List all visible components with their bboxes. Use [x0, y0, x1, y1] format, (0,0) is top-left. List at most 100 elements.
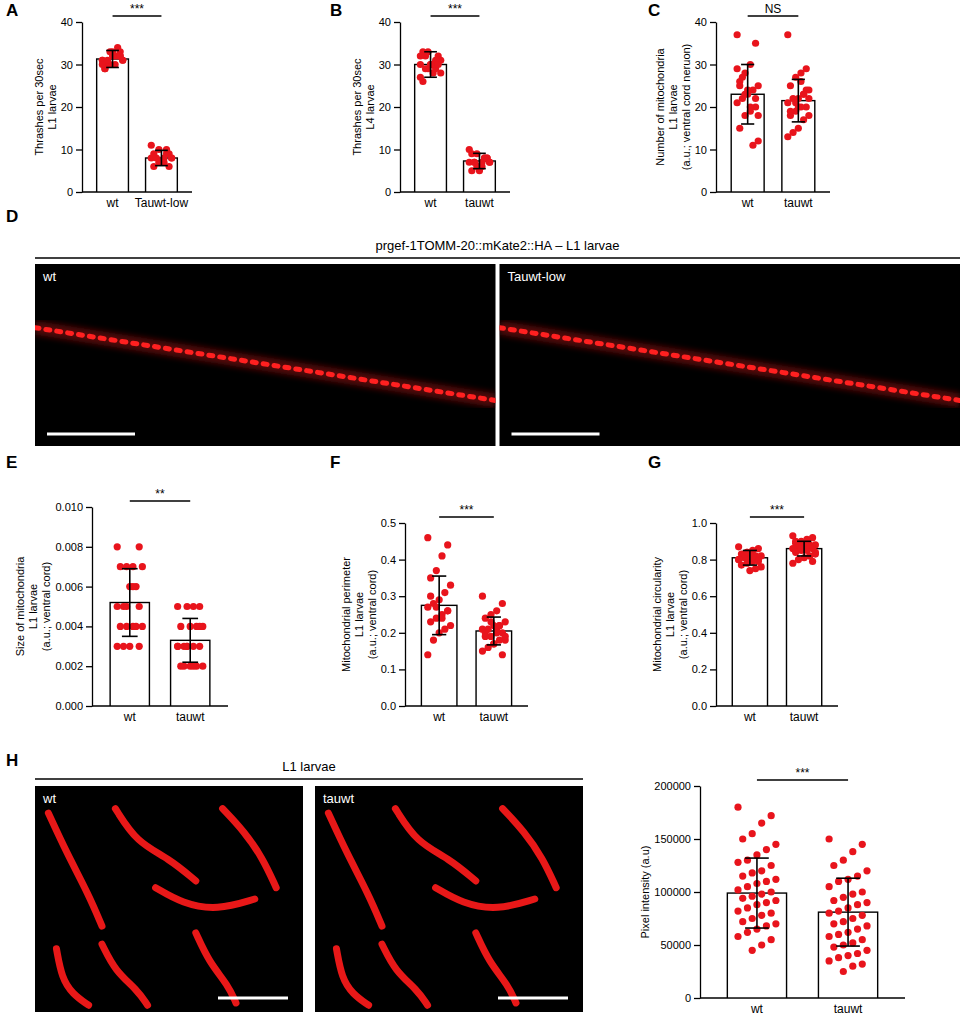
y-tick-label: 50000: [660, 939, 691, 951]
x-tick-label: tauwt: [784, 196, 813, 210]
y-tick-label: 0: [701, 186, 707, 198]
data-point: [744, 904, 751, 911]
y-axis-title: Mitochondrial circularity: [651, 557, 663, 672]
y-tick-mark: [399, 559, 405, 560]
y-tick-label: 0.0: [692, 700, 707, 712]
y-tick-mark: [710, 107, 716, 108]
y-axis-title: Size of mitochondria: [14, 556, 26, 657]
data-point: [114, 543, 121, 550]
y-tick-label: 20: [61, 101, 73, 113]
data-point: [117, 623, 124, 630]
error-bar: [112, 50, 114, 67]
y-tick-mark: [76, 107, 82, 108]
data-point: [739, 895, 746, 902]
data-point: [826, 835, 833, 842]
data-point: [148, 142, 155, 149]
data-point: [863, 867, 870, 874]
bar: [415, 65, 447, 193]
error-cap: [473, 168, 486, 170]
data-point: [835, 954, 842, 961]
error-cap: [432, 634, 446, 636]
data-point: [755, 558, 762, 565]
data-point: [739, 74, 746, 81]
y-tick: 0.4: [381, 554, 405, 566]
data-point: [734, 907, 741, 914]
worm: [382, 944, 428, 1005]
y-axis-title: L4 larvae: [364, 84, 376, 129]
panel-letter: G: [648, 453, 661, 472]
error-bar: [803, 541, 805, 556]
y-tick-mark: [394, 107, 400, 108]
data-point: [840, 968, 847, 975]
cord-glow: [500, 328, 961, 401]
y-tick-label: 1.0: [692, 517, 707, 529]
y-axis: 0.0000.0020.0040.0060.0080.010: [55, 501, 92, 712]
data-point: [482, 629, 489, 636]
worm: [223, 809, 277, 888]
data-point: [136, 643, 143, 650]
error-cap: [797, 555, 811, 557]
data-point: [735, 556, 742, 563]
y-axis: 050000100000150000200000: [654, 780, 700, 1004]
data-point: [444, 607, 451, 614]
data-point: [826, 883, 833, 890]
data-point: [830, 862, 837, 869]
panel-letter: A: [6, 1, 18, 20]
y-tick: 20: [695, 101, 716, 113]
error-cap: [741, 123, 754, 125]
y-tick-mark: [694, 786, 700, 787]
figure: A010203040wtTauwt-lowThrashes per 30secL…: [0, 0, 973, 1024]
data-point: [755, 112, 762, 119]
data-point: [863, 947, 870, 954]
y-tick: 0.008: [55, 541, 92, 553]
y-tick: 20: [379, 101, 400, 113]
worm: [56, 949, 88, 1006]
error-cap: [836, 877, 860, 879]
data-point: [180, 663, 187, 670]
y-tick-mark: [76, 149, 82, 150]
image-title: L1 larvae: [282, 759, 335, 774]
panel-letter: D: [6, 207, 18, 226]
data-point: [784, 31, 791, 38]
y-tick-label: 0.2: [692, 663, 707, 675]
data-point: [744, 929, 751, 936]
y-tick-mark: [710, 22, 716, 23]
y-tick-mark: [399, 669, 405, 670]
y-axis-line: [716, 524, 717, 707]
data-point: [859, 888, 866, 895]
y-tick: 0.2: [692, 663, 716, 675]
error-cap: [106, 50, 119, 52]
y-axis-title: L1 larvae: [27, 584, 39, 629]
y-tick: 0.004: [55, 620, 92, 632]
x-tick-label: wt: [750, 1002, 764, 1016]
data-point: [471, 159, 478, 166]
y-tick-label: 0: [67, 186, 73, 198]
data-point: [800, 91, 807, 98]
error-cap: [836, 945, 860, 947]
data-point: [758, 891, 765, 898]
plot-area: [110, 543, 210, 706]
y-tick: 20: [61, 101, 82, 113]
data-point: [444, 541, 451, 548]
image-title: prgef-1TOMM-20::mKate2::HA – L1 larvae: [376, 238, 620, 253]
data-point: [758, 912, 765, 919]
image-background: [315, 786, 583, 1012]
image-background: [35, 786, 303, 1012]
y-axis: 010203040: [379, 16, 401, 198]
error-cap: [106, 67, 119, 69]
data-point: [120, 643, 127, 650]
error-cap: [487, 616, 501, 618]
error-cap: [155, 165, 168, 167]
data-point: [749, 142, 756, 149]
y-tick-mark: [399, 633, 405, 634]
y-tick: 0.0: [381, 700, 405, 712]
data-point: [784, 99, 791, 106]
y-tick: 150000: [654, 833, 700, 845]
y-tick: 0.002: [55, 660, 92, 672]
worm: [48, 813, 102, 926]
chart-panel: C010203040wttauwtNumber of mitochondriaL…: [648, 1, 830, 210]
data-point: [840, 894, 847, 901]
y-tick-mark: [694, 839, 700, 840]
y-tick: 40: [61, 16, 82, 28]
plot-area: [732, 532, 821, 706]
